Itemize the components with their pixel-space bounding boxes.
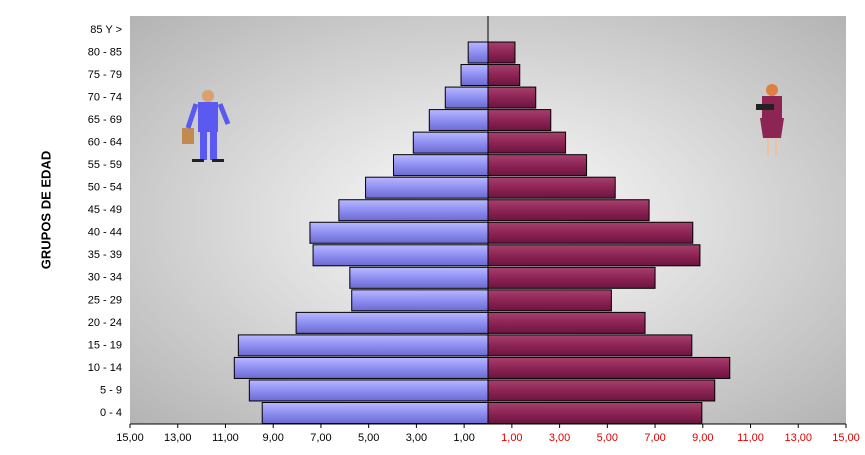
bar <box>295 311 489 334</box>
bar <box>351 289 489 312</box>
y-tick-label: 65 - 69 <box>88 114 122 126</box>
bar <box>233 356 489 379</box>
y-tick-label: 70 - 74 <box>88 91 122 103</box>
y-tick-label: 45 - 49 <box>88 204 122 216</box>
bar <box>248 379 489 402</box>
y-tick-label: 25 - 29 <box>88 294 122 306</box>
x-tick-label: 5,00 <box>358 432 379 444</box>
x-tick-label: 9,00 <box>262 432 283 444</box>
bar <box>237 334 489 357</box>
bar <box>487 131 567 154</box>
bar <box>309 221 489 244</box>
x-tick-label: 1,00 <box>453 432 474 444</box>
y-tick-label: 5 - 9 <box>100 384 122 396</box>
x-tick-label: 7,00 <box>310 432 331 444</box>
bar <box>487 41 516 64</box>
bar <box>467 41 489 64</box>
y-tick-label: 85 Y > <box>90 24 122 36</box>
y-tick-label: 20 - 24 <box>88 317 122 329</box>
bar <box>487 402 703 424</box>
man-icon <box>182 90 231 162</box>
bar <box>428 109 489 132</box>
x-tick-label: 13,00 <box>785 432 813 444</box>
bar <box>487 334 693 357</box>
y-tick-label: 40 - 44 <box>88 227 122 239</box>
x-tick-label: 15,00 <box>116 432 144 444</box>
bar <box>487 86 537 109</box>
y-axis-title: GRUPOS DE EDAD <box>38 151 53 269</box>
bar <box>487 154 588 177</box>
bar <box>487 289 612 312</box>
bar <box>261 402 489 424</box>
x-tick-label: 7,00 <box>644 432 665 444</box>
y-tick-label: 75 - 79 <box>88 69 122 81</box>
x-tick-label: 9,00 <box>692 432 713 444</box>
y-tick-label: 0 - 4 <box>100 407 122 419</box>
x-tick-label: 11,00 <box>212 432 239 444</box>
x-tick-label: 13,00 <box>164 432 192 444</box>
bar <box>487 266 656 289</box>
bar <box>312 244 489 267</box>
x-tick-label: 3,00 <box>549 432 570 444</box>
x-tick-label: 5,00 <box>597 432 618 444</box>
y-tick-label: 60 - 64 <box>88 137 122 149</box>
y-tick-label: 35 - 39 <box>88 249 122 261</box>
bar <box>365 176 489 199</box>
bar <box>487 221 694 244</box>
bar <box>487 379 716 402</box>
x-tick-label: 1,00 <box>501 432 522 444</box>
bar <box>392 154 489 177</box>
bar <box>487 356 731 379</box>
bar <box>460 64 489 87</box>
x-tick-label: 15,00 <box>832 432 860 444</box>
bar <box>349 266 489 289</box>
bar <box>487 244 701 267</box>
bar <box>487 199 650 222</box>
bar <box>487 311 646 334</box>
bar <box>412 131 489 154</box>
woman-icon <box>756 84 784 156</box>
bar <box>444 86 489 109</box>
y-tick-label: 80 - 85 <box>88 46 122 58</box>
y-tick-label: 10 - 14 <box>88 362 122 374</box>
bar <box>487 176 616 199</box>
bar <box>487 64 521 87</box>
y-tick-label: 55 - 59 <box>88 159 122 171</box>
y-tick-label: 50 - 54 <box>88 182 122 194</box>
bar <box>338 199 489 222</box>
bar <box>487 109 552 132</box>
x-tick-label: 3,00 <box>406 432 427 444</box>
y-tick-label: 30 - 34 <box>88 272 122 284</box>
x-tick-label: 11,00 <box>737 432 764 444</box>
y-tick-label: 15 - 19 <box>88 339 122 351</box>
